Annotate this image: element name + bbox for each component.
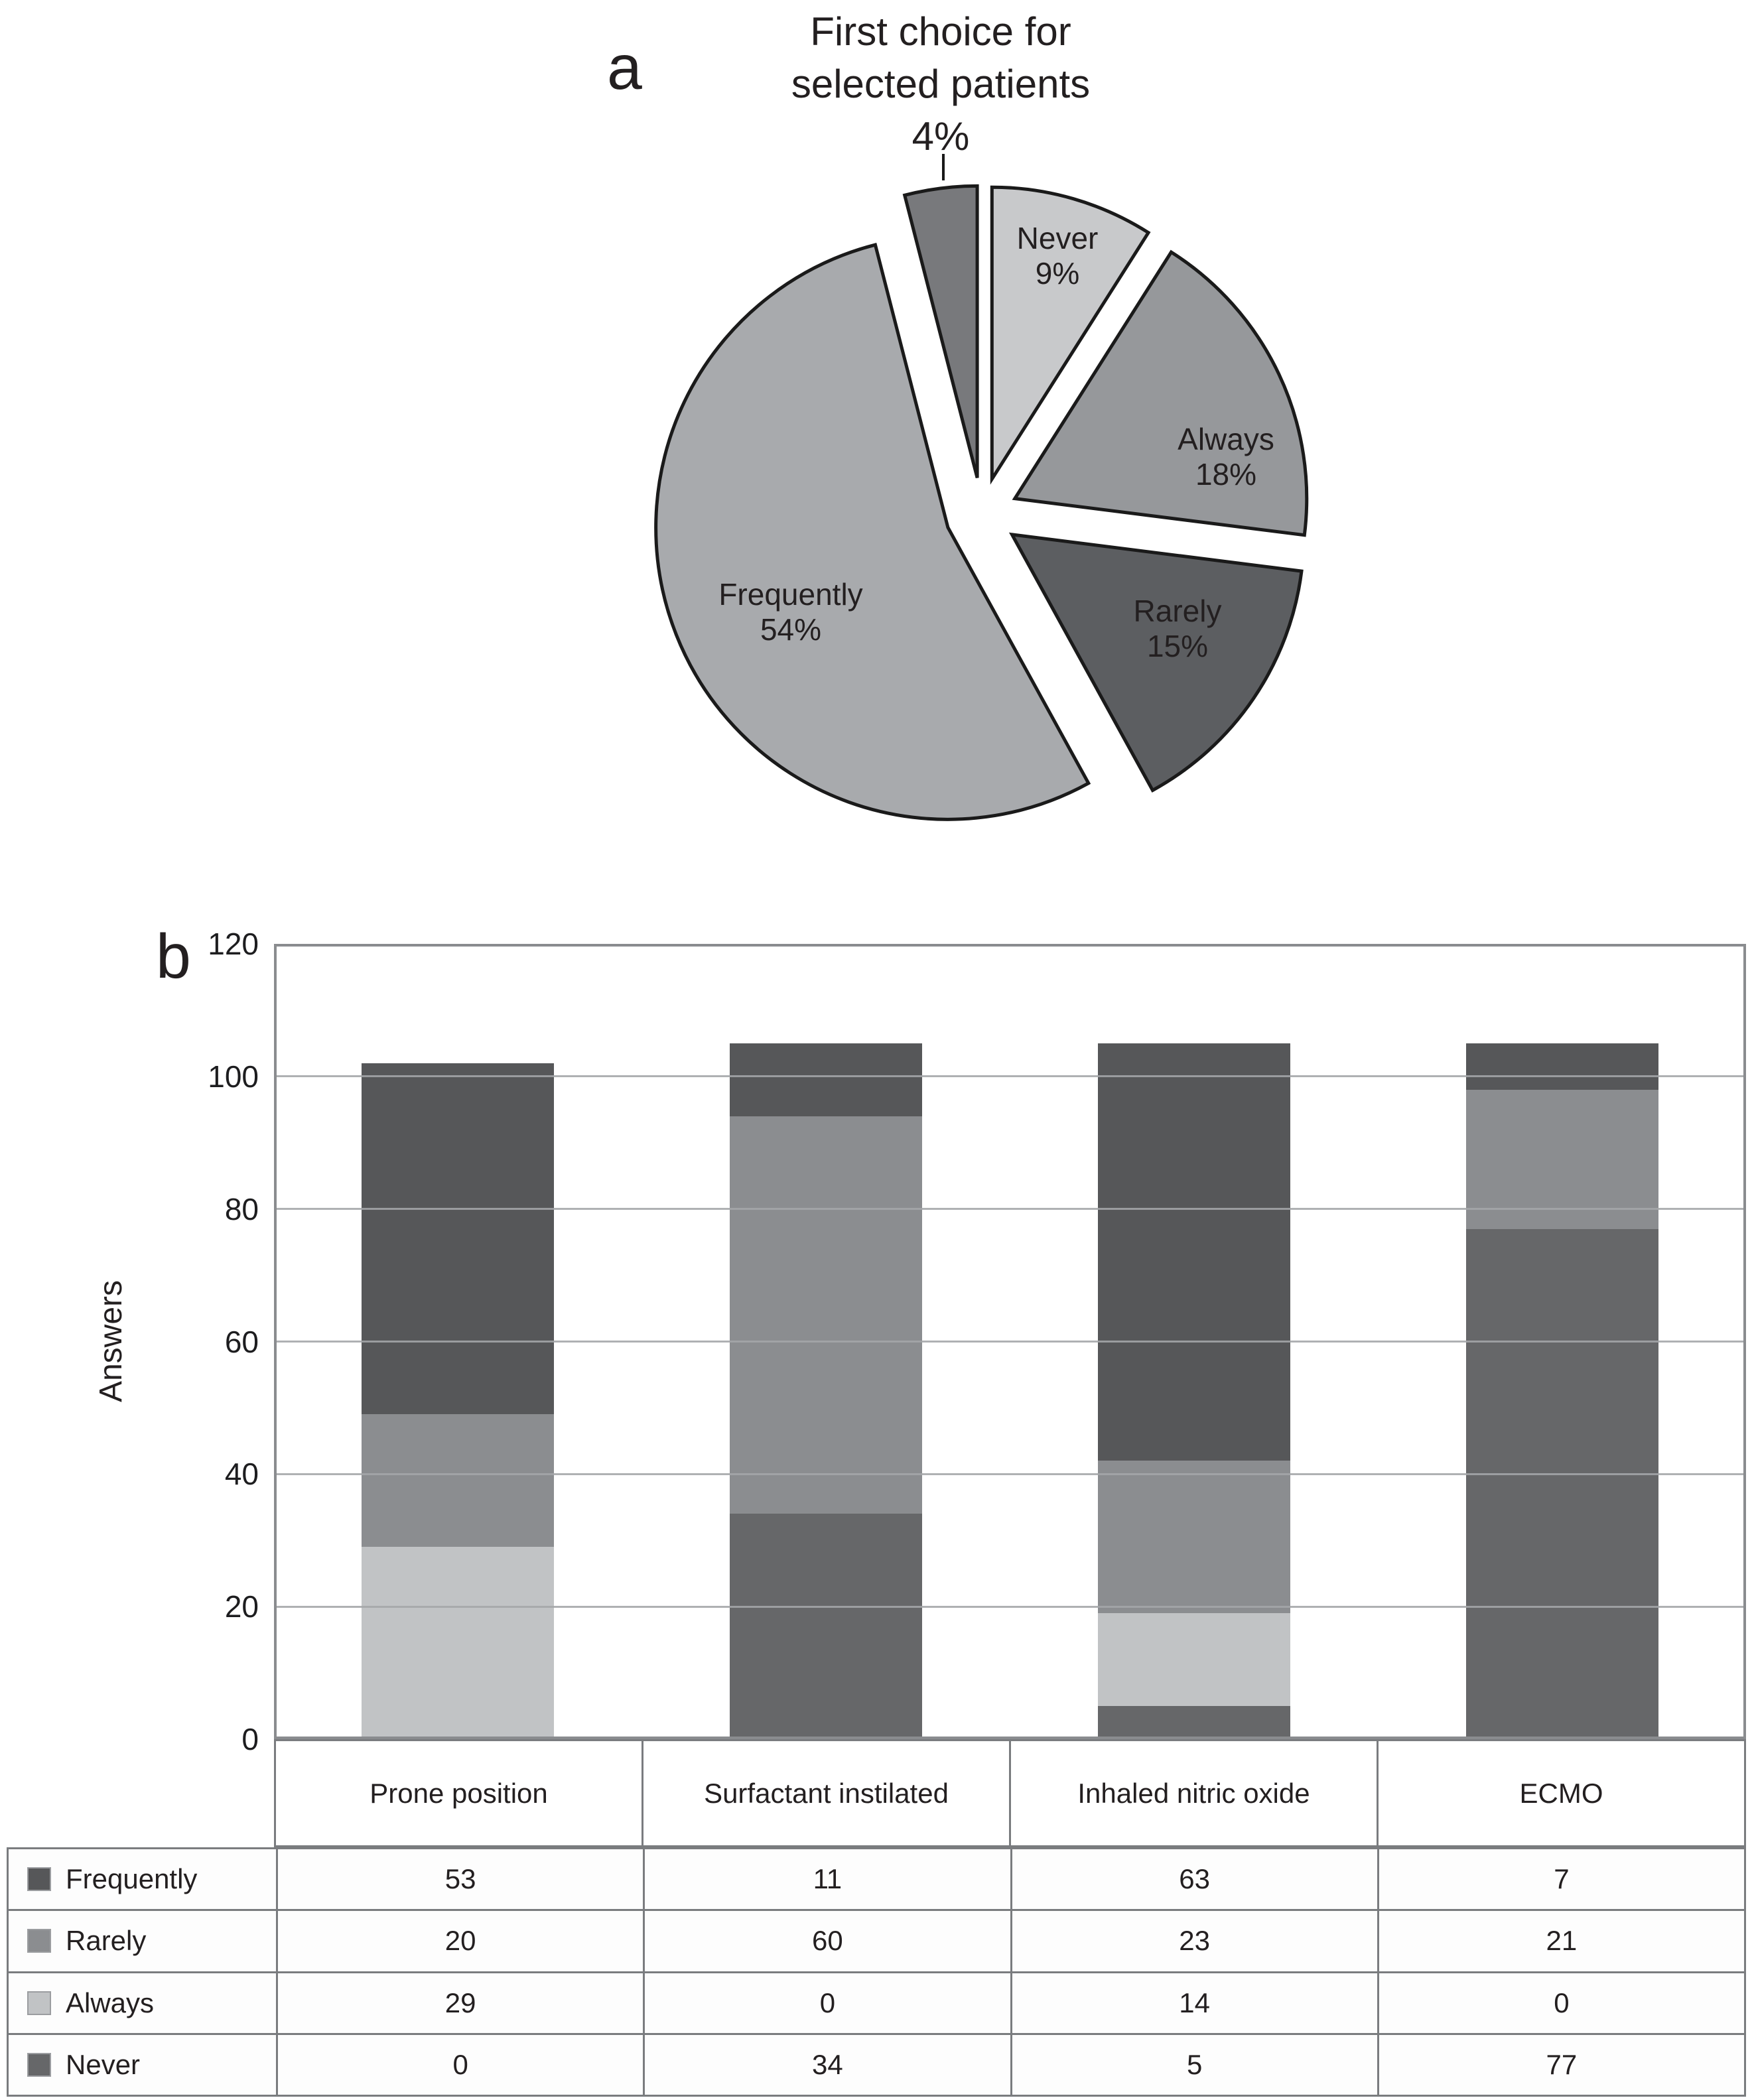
pie-slice-frequently [654, 243, 1091, 821]
bar-segment-never-2 [730, 1514, 923, 1739]
y-tick-label-100: 100 [208, 1059, 259, 1094]
table-row-never: Never 0 34 5 77 [9, 2032, 1744, 2095]
bar-segment-rarely-2 [730, 1116, 923, 1514]
gridline-40 [274, 1473, 1746, 1475]
pie-title-line-1: First choice for [810, 9, 1071, 54]
value-cell-frequently-2: 11 [643, 1849, 1010, 1910]
value-cell-rarely-4: 21 [1377, 1911, 1744, 1971]
legend-cell-rarely: Rarely [9, 1911, 276, 1971]
value-cell-never-4: 77 [1377, 2034, 1744, 2095]
pie-slice-label: Rarely 15% [1134, 594, 1222, 663]
gridline-60 [274, 1341, 1746, 1343]
pie-chart: Never 9% Always 18% Rarely 15% Frequently 54% [654, 154, 1309, 821]
category-header-text: Surfactant instilated [704, 1777, 949, 1809]
y-tick-label-20: 20 [224, 1589, 259, 1624]
category-header-3: Inhaled nitric oxide [1009, 1741, 1377, 1845]
pie-slice-label: Frequently 54% [718, 577, 862, 647]
data-table: Frequently 53 11 63 7 Rarely 20 60 23 21 Always 29 0… [7, 1847, 1746, 2097]
value-cell-rarely-1: 20 [276, 1911, 643, 1971]
y-tick-label-0: 0 [241, 1722, 259, 1756]
value-cell-always-4: 0 [1377, 1973, 1744, 2033]
bar-segment-always-3 [1097, 1613, 1290, 1706]
category-header-1: Prone position [276, 1741, 641, 1845]
category-header-text: ECMO [1519, 1777, 1603, 1809]
value-cell-always-1: 29 [276, 1973, 643, 2033]
pie-slice-label: Never 9% [1017, 221, 1099, 291]
value-cell-frequently-3: 63 [1010, 1849, 1377, 1910]
bar-segment-frequently-1 [362, 1063, 555, 1415]
table-row-always: Always 29 0 14 0 [9, 1971, 1744, 2033]
value-cell-rarely-2: 60 [643, 1911, 1010, 1971]
value-cell-frequently-1: 53 [276, 1849, 643, 1910]
bar-segment-never-3 [1097, 1706, 1290, 1739]
value-cell-always-2: 0 [643, 1973, 1010, 2033]
legend-swatch-always [27, 1991, 51, 2015]
bar-segment-rarely-1 [362, 1414, 555, 1547]
y-tick-label-120: 120 [208, 927, 259, 961]
pie-title-line-2: selected patients [791, 62, 1091, 106]
gridline-100 [274, 1075, 1746, 1078]
legend-cell-never: Never [9, 2035, 276, 2095]
bar-segment-always-1 [362, 1547, 555, 1739]
panel-b-label: b [156, 921, 191, 992]
pie-slice-never [990, 185, 1151, 485]
legend-swatch-frequently [27, 1867, 51, 1892]
table-row-rarely: Rarely 20 60 23 21 [9, 1909, 1744, 1971]
value-cell-always-3: 14 [1010, 1973, 1377, 2033]
legend-label: Never [66, 2048, 141, 2080]
category-header-text: Prone position [370, 1777, 548, 1809]
legend-label: Always [66, 1987, 155, 2018]
gridline-80 [274, 1208, 1746, 1211]
bar-plot-area [274, 944, 1746, 1739]
y-tick-label-40: 40 [224, 1457, 259, 1492]
legend-cell-always: Always [9, 1973, 276, 2033]
value-cell-rarely-3: 23 [1010, 1911, 1377, 1971]
value-cell-never-3: 5 [1010, 2034, 1377, 2095]
legend-label: Frequently [66, 1863, 198, 1895]
legend-label: Rarely [66, 1925, 147, 1957]
pie-slice-first-choice-for-selected-patients [902, 184, 979, 479]
value-cell-frequently-4: 7 [1377, 1849, 1744, 1910]
legend-swatch-rarely [27, 1929, 51, 1953]
panel-a-label: a [607, 33, 642, 103]
category-header-4: ECMO [1377, 1741, 1744, 1845]
bar-segment-never-4 [1465, 1228, 1658, 1739]
table-row-frequently: Frequently 53 11 63 7 [9, 1849, 1744, 1910]
legend-cell-frequently: Frequently [9, 1849, 276, 1909]
bar-segment-rarely-4 [1465, 1089, 1658, 1229]
pie-slice-rarely [1008, 532, 1304, 793]
value-cell-never-2: 34 [643, 2034, 1010, 2095]
bar-segment-frequently-3 [1097, 1043, 1290, 1461]
y-tick-label-80: 80 [224, 1191, 259, 1226]
y-tick-label-60: 60 [224, 1324, 259, 1359]
pie-title: First choice for selected patients 4% [708, 5, 1173, 163]
bar-segment-frequently-4 [1465, 1043, 1658, 1090]
category-header-2: Surfactant instilated [641, 1741, 1009, 1845]
category-header-text: Inhaled nitric oxide [1077, 1777, 1310, 1809]
pie-slice-label: Always 18% [1178, 422, 1274, 492]
bar-segment-frequently-2 [730, 1043, 923, 1116]
legend-swatch-never [27, 2052, 51, 2077]
gridline-20 [274, 1605, 1746, 1608]
bar-segment-rarely-3 [1097, 1461, 1290, 1614]
pie-slice-always [1012, 249, 1309, 537]
category-header-row: Prone position Surfactant instilated Inhal… [274, 1739, 1746, 1847]
value-cell-never-1: 0 [276, 2034, 643, 2095]
pie-title-percent: 4% [911, 114, 970, 159]
